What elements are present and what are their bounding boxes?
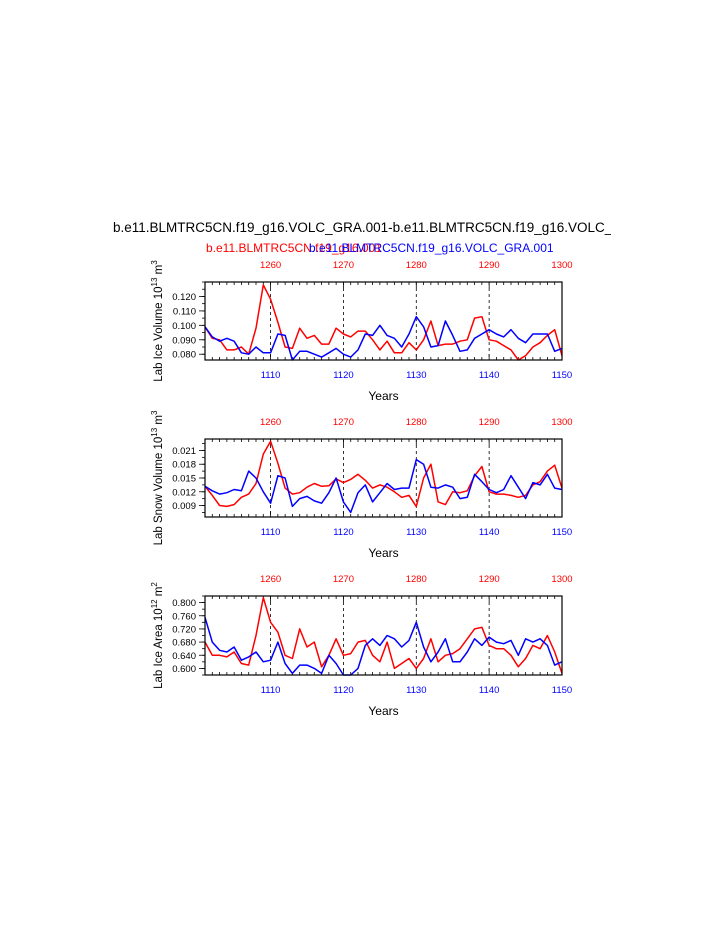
- x-top-tick-label: 1280: [406, 574, 427, 585]
- x-bottom-tick-label: 1120: [333, 370, 353, 381]
- x-top-tick-label: 1290: [479, 417, 500, 428]
- x-top-tick-label: 1270: [333, 260, 354, 271]
- y-axis-label: Lab Ice Area 1012 m2: [150, 582, 165, 689]
- y-axis-label: Lab Snow Volume 1013 m3: [150, 410, 165, 545]
- y-tick-label: 0.090: [172, 335, 196, 346]
- x-bottom-tick-label: 1120: [333, 685, 353, 696]
- x-bottom-tick-label: 1150: [552, 685, 572, 696]
- x-bottom-tick-label: 1110: [261, 685, 281, 696]
- x-bottom-tick-label: 1110: [261, 370, 281, 381]
- chart-panel-1: 0.080 0.090 0.100 0.110 0.120 1110 1120 1130 114…: [150, 260, 573, 403]
- x-top-tick-label: 1270: [333, 417, 354, 428]
- y-tick-label: 0.640: [172, 651, 196, 662]
- x-top-tick-label: 1290: [479, 260, 500, 271]
- series-red-line: [204, 440, 563, 508]
- x-bottom-tick-label: 1150: [552, 370, 572, 381]
- x-bottom-tick-label: 1130: [406, 370, 426, 381]
- x-top-tick-label: 1260: [260, 417, 281, 428]
- main-title: b.e11.BLMTRC5CN.f19_g16.VOLC_GRA.001-b.e…: [113, 220, 668, 235]
- x-bottom-tick-label: 1130: [406, 527, 426, 538]
- x-bottom-tick-label: 1140: [479, 527, 499, 538]
- chart-panel-2: 0.009 0.012 0.015 0.018 0.021 1110 1120 1130 114…: [150, 410, 573, 560]
- series-blue-line: [204, 315, 563, 361]
- x-bottom-tick-label: 1120: [333, 527, 353, 538]
- y-tick-label: 0.800: [172, 598, 196, 609]
- series-red-line: [204, 284, 563, 361]
- y-axis-label: Lab Ice Volume 1013 m3: [150, 260, 165, 382]
- x-bottom-tick-label: 1150: [552, 527, 572, 538]
- y-tick-label: 0.021: [172, 446, 196, 457]
- x-top-tick-label: 1280: [406, 260, 427, 271]
- x-bottom-tick-label: 1110: [261, 527, 281, 538]
- plot-frame: [204, 281, 563, 361]
- x-axis-label: Years: [368, 704, 398, 718]
- x-top-tick-label: 1300: [551, 574, 572, 585]
- series-blue-line: [204, 458, 563, 514]
- series-blue-line: [204, 617, 563, 676]
- x-axis-label: Years: [368, 389, 398, 403]
- x-top-tick-label: 1300: [551, 260, 572, 271]
- y-tick-label: 0.760: [172, 611, 196, 622]
- y-tick-label: 0.100: [172, 321, 196, 332]
- series-label-blue: b.e11.BLMTRC5CN.f19_g16.VOLC_GRA.001: [309, 241, 554, 255]
- x-top-tick-label: 1280: [406, 417, 427, 428]
- x-top-tick-label: 1270: [333, 574, 354, 585]
- series-red-line: [204, 596, 563, 674]
- y-tick-label: 0.680: [172, 638, 196, 649]
- y-tick-label: 0.015: [172, 474, 196, 485]
- y-tick-label: 0.720: [172, 624, 196, 635]
- x-bottom-tick-label: 1140: [479, 370, 499, 381]
- plot-frame: [204, 438, 563, 518]
- x-top-tick-label: 1260: [260, 574, 281, 585]
- chart-panels: 0.080 0.090 0.100 0.110 0.120 1110 1120 1130 114…: [150, 260, 573, 718]
- chart-panel-3: 0.600 0.640 0.680 0.720 0.760 0.800 1110 1120 11…: [150, 574, 573, 718]
- title-clip-mask: [611, 210, 723, 240]
- x-top-tick-label: 1260: [260, 260, 281, 271]
- y-tick-label: 0.080: [172, 350, 196, 361]
- y-tick-label: 0.120: [172, 292, 196, 303]
- y-tick-label: 0.600: [172, 664, 196, 675]
- x-bottom-tick-label: 1140: [479, 685, 499, 696]
- y-tick-label: 0.012: [172, 487, 196, 498]
- y-tick-label: 0.018: [172, 460, 196, 471]
- x-top-tick-label: 1290: [479, 574, 500, 585]
- x-bottom-tick-label: 1130: [406, 685, 426, 696]
- plot-frame: [204, 595, 563, 676]
- series-label-red: b.e11.BLMTRC5CN.f19_g16.001: [206, 241, 382, 255]
- y-tick-label: 0.009: [172, 501, 196, 512]
- x-axis-label: Years: [368, 546, 398, 560]
- x-top-tick-label: 1300: [551, 417, 572, 428]
- y-tick-label: 0.110: [173, 306, 196, 317]
